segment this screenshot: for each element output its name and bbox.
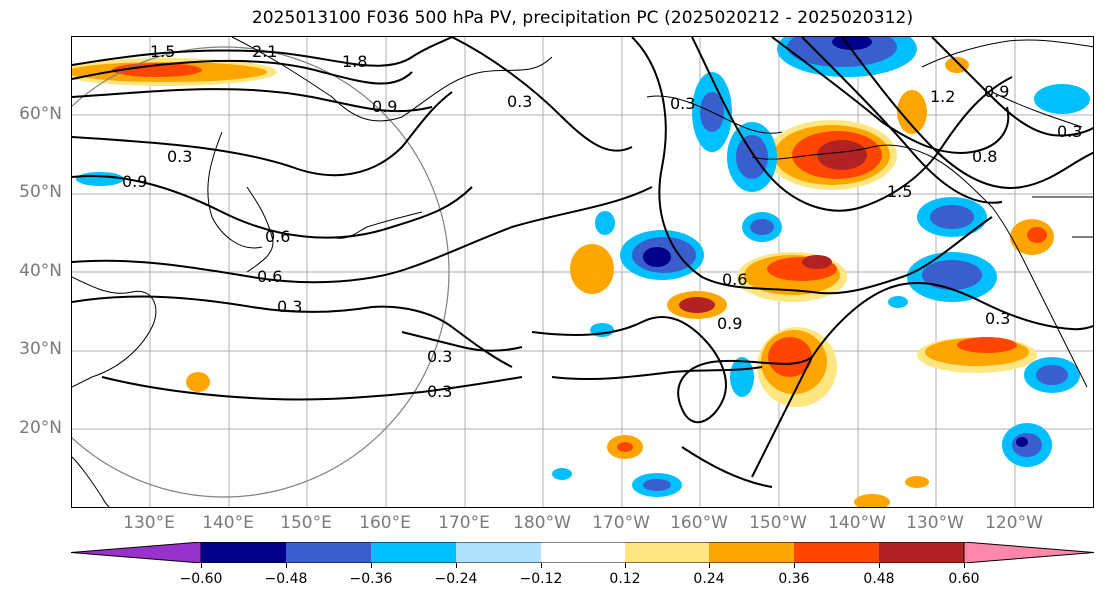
lon-label-120w: 120°W	[985, 513, 1043, 533]
colorbar-segment	[286, 542, 371, 563]
colorbar-segment	[541, 542, 625, 563]
lat-label-50n: 50°N	[19, 182, 62, 202]
colorbar-segment	[201, 542, 286, 563]
contour-label: 0.6	[722, 270, 747, 289]
contour-label: 0.3	[427, 382, 452, 401]
lon-label-140e: 140°E	[202, 513, 254, 533]
chart-title: 2025013100 F036 500 hPa PV, precipitatio…	[251, 8, 914, 28]
contour-label: 0.6	[265, 227, 290, 246]
contour-label: 1.5	[887, 182, 912, 201]
lon-label-160e: 160°E	[359, 513, 411, 533]
contour-label: 0.3	[985, 309, 1010, 328]
colorbar-segment	[879, 542, 964, 563]
contour-label: 0.3	[277, 297, 302, 316]
colorbar-segment	[456, 542, 541, 563]
lon-label-130w: 130°W	[906, 513, 964, 533]
lon-label-180w: 180°W	[513, 513, 571, 533]
colorbar-extend-low	[71, 542, 202, 563]
contour-label: 0.3	[427, 347, 452, 366]
precip-positive-areas	[72, 57, 1054, 507]
contour-label: 1.2	[930, 87, 955, 106]
contour-label: 0.3	[167, 147, 192, 166]
contour-label: 0.3	[507, 92, 532, 111]
contour-label: 0.3	[670, 94, 695, 113]
colorbar-tick-label: −0.48	[264, 571, 308, 587]
colorbar	[71, 542, 1094, 563]
contour-label: 0.9	[984, 82, 1009, 101]
lon-label-140w: 140°W	[828, 513, 886, 533]
contour-label: 2.1	[252, 42, 277, 61]
contour-label: 1.5	[150, 42, 175, 61]
contour-label: 0.9	[122, 172, 147, 191]
colorbar-tick-label: 0.60	[948, 571, 980, 587]
lon-label-170w: 170°W	[592, 513, 650, 533]
lon-label-150w: 150°W	[749, 513, 807, 533]
lat-label-30n: 30°N	[19, 339, 62, 359]
map-panel: 1.5 2.1 1.8 0.9 0.3 0.3 0.9 0.6 0.6 0.3 …	[71, 36, 1094, 508]
lat-label-40n: 40°N	[19, 261, 62, 281]
lon-label-150e: 150°E	[280, 513, 332, 533]
contour-label-group: 1.5 2.1 1.8 0.9 0.3 0.3 0.9 0.6 0.6 0.3 …	[122, 42, 1082, 401]
pv-contours	[72, 37, 1093, 488]
colorbar-segment	[794, 542, 879, 563]
contour-label: 0.9	[372, 97, 397, 116]
contour-label: 0.9	[717, 314, 742, 333]
colorbar-tick-label: 0.12	[609, 571, 641, 587]
contour-label: 0.6	[257, 267, 282, 286]
precip-negative-areas	[76, 37, 1090, 497]
colorbar-tick-label: 0.48	[863, 571, 895, 587]
colorbar-tick-label: −0.12	[519, 571, 563, 587]
lon-label-170e: 170°E	[438, 513, 490, 533]
colorbar-segment	[709, 542, 794, 563]
lat-label-20n: 20°N	[19, 418, 62, 438]
colorbar-tick-label: −0.60	[179, 571, 223, 587]
lon-label-130e: 130°E	[123, 513, 175, 533]
colorbar-tick-label: −0.24	[434, 571, 478, 587]
contour-label: 0.8	[972, 147, 997, 166]
lon-label-160w: 160°W	[670, 513, 728, 533]
colorbar-segment	[625, 542, 709, 563]
lat-label-60n: 60°N	[19, 104, 62, 124]
colorbar-segment	[371, 542, 456, 563]
colorbar-extend-high	[963, 542, 1094, 563]
colorbar-tick-label: −0.36	[349, 571, 393, 587]
range-circle	[72, 46, 450, 498]
colorbar-tick-label: 0.36	[778, 571, 810, 587]
contour-label: 1.8	[342, 52, 367, 71]
contour-label: 0.3	[1057, 122, 1082, 141]
colorbar-tick-label: 0.24	[693, 571, 725, 587]
